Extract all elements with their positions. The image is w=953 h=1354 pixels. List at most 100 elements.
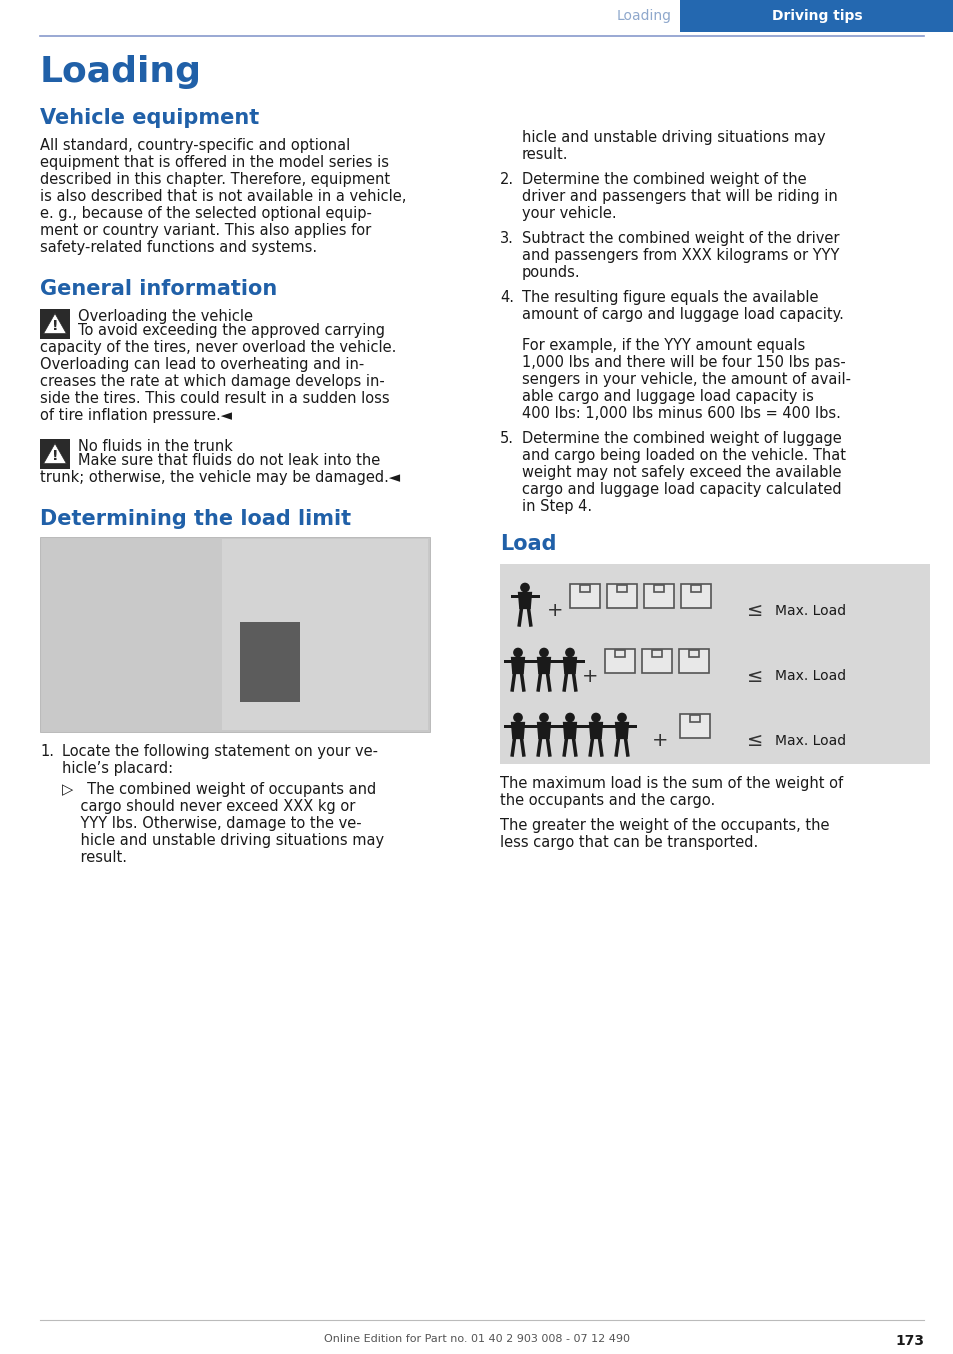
Text: All standard, country-specific and optional: All standard, country-specific and optio… bbox=[40, 138, 350, 153]
Text: +: + bbox=[546, 601, 562, 620]
Text: driver and passengers that will be riding in: driver and passengers that will be ridin… bbox=[521, 190, 837, 204]
Text: !: ! bbox=[51, 450, 58, 463]
Text: ▷   The combined weight of occupants and: ▷ The combined weight of occupants and bbox=[62, 783, 375, 798]
Text: the occupants and the cargo.: the occupants and the cargo. bbox=[499, 793, 715, 808]
Circle shape bbox=[618, 714, 625, 722]
Circle shape bbox=[539, 714, 548, 722]
Text: Vehicle equipment: Vehicle equipment bbox=[40, 108, 259, 129]
Polygon shape bbox=[562, 657, 577, 674]
Text: +: + bbox=[651, 731, 667, 750]
Text: Max. Load: Max. Load bbox=[774, 604, 845, 617]
Text: result.: result. bbox=[62, 850, 127, 865]
Bar bbox=[614, 650, 624, 657]
Text: 4.: 4. bbox=[499, 290, 514, 305]
Polygon shape bbox=[44, 314, 67, 333]
Bar bbox=[679, 714, 709, 738]
Circle shape bbox=[514, 714, 521, 722]
Text: ≤: ≤ bbox=[746, 666, 762, 685]
Circle shape bbox=[520, 584, 529, 592]
Text: of tire inflation pressure.◄: of tire inflation pressure.◄ bbox=[40, 408, 232, 422]
Polygon shape bbox=[562, 722, 577, 739]
Text: Loading: Loading bbox=[40, 56, 202, 89]
Text: To avoid exceeding the approved carrying: To avoid exceeding the approved carrying bbox=[78, 324, 385, 338]
Text: 1,000 lbs and there will be four 150 lbs pas-: 1,000 lbs and there will be four 150 lbs… bbox=[521, 355, 845, 370]
Bar bbox=[42, 539, 428, 730]
Bar bbox=[604, 649, 635, 673]
Text: creases the rate at which damage develops in-: creases the rate at which damage develop… bbox=[40, 374, 384, 389]
Text: Subtract the combined weight of the driver: Subtract the combined weight of the driv… bbox=[521, 232, 839, 246]
Text: Max. Load: Max. Load bbox=[774, 669, 845, 682]
Text: ment or country variant. This also applies for: ment or country variant. This also appli… bbox=[40, 223, 371, 238]
Bar bbox=[679, 649, 708, 673]
Polygon shape bbox=[510, 722, 525, 739]
Text: 173: 173 bbox=[894, 1334, 923, 1349]
Text: Max. Load: Max. Load bbox=[774, 734, 845, 747]
Circle shape bbox=[591, 714, 599, 722]
Bar bbox=[606, 584, 637, 608]
Text: described in this chapter. Therefore, equipment: described in this chapter. Therefore, eq… bbox=[40, 172, 390, 187]
Text: cargo should never exceed XXX kg or: cargo should never exceed XXX kg or bbox=[62, 799, 355, 814]
Text: less cargo that can be transported.: less cargo that can be transported. bbox=[499, 835, 758, 850]
Text: hicle and unstable driving situations may: hicle and unstable driving situations ma… bbox=[521, 130, 824, 145]
Text: Determining the load limit: Determining the load limit bbox=[40, 509, 351, 529]
Polygon shape bbox=[537, 722, 551, 739]
Text: in Step 4.: in Step 4. bbox=[521, 500, 592, 515]
Text: hicle and unstable driving situations may: hicle and unstable driving situations ma… bbox=[62, 833, 384, 848]
Text: !: ! bbox=[51, 320, 58, 333]
Text: your vehicle.: your vehicle. bbox=[521, 206, 616, 221]
Text: 5.: 5. bbox=[499, 431, 514, 445]
Text: safety-related functions and systems.: safety-related functions and systems. bbox=[40, 240, 316, 255]
Text: capacity of the tires, never overload the vehicle.: capacity of the tires, never overload th… bbox=[40, 340, 395, 355]
Text: The greater the weight of the occupants, the: The greater the weight of the occupants,… bbox=[499, 818, 828, 833]
Text: General information: General information bbox=[40, 279, 277, 299]
Text: sengers in your vehicle, the amount of avail-: sengers in your vehicle, the amount of a… bbox=[521, 372, 850, 387]
Text: Make sure that fluids do not leak into the: Make sure that fluids do not leak into t… bbox=[78, 454, 380, 468]
Text: Overloading the vehicle: Overloading the vehicle bbox=[78, 309, 253, 324]
Text: and cargo being loaded on the vehicle. That: and cargo being loaded on the vehicle. T… bbox=[521, 448, 845, 463]
Circle shape bbox=[539, 649, 548, 657]
Text: ≤: ≤ bbox=[746, 601, 762, 620]
Text: 1.: 1. bbox=[40, 743, 54, 760]
Text: The resulting figure equals the available: The resulting figure equals the availabl… bbox=[521, 290, 818, 305]
Bar bbox=[40, 439, 70, 468]
Bar bbox=[679, 0, 953, 32]
Text: side the tires. This could result in a sudden loss: side the tires. This could result in a s… bbox=[40, 391, 389, 406]
Bar bbox=[42, 539, 222, 730]
Bar bbox=[240, 621, 299, 701]
Polygon shape bbox=[537, 657, 551, 674]
Polygon shape bbox=[517, 592, 532, 609]
Bar bbox=[651, 650, 661, 657]
Polygon shape bbox=[510, 657, 525, 674]
Text: 3.: 3. bbox=[499, 232, 514, 246]
Text: equipment that is offered in the model series is: equipment that is offered in the model s… bbox=[40, 154, 389, 171]
Bar bbox=[653, 585, 663, 592]
Polygon shape bbox=[588, 722, 602, 739]
Bar bbox=[40, 538, 430, 733]
Text: is also described that is not available in a vehicle,: is also described that is not available … bbox=[40, 190, 406, 204]
Bar bbox=[569, 584, 599, 608]
Bar bbox=[643, 584, 673, 608]
Text: ≤: ≤ bbox=[746, 731, 762, 750]
Bar bbox=[690, 585, 700, 592]
Text: 2.: 2. bbox=[499, 172, 514, 187]
Bar bbox=[680, 584, 710, 608]
Text: able cargo and luggage load capacity is: able cargo and luggage load capacity is bbox=[521, 389, 813, 403]
Bar bbox=[499, 565, 929, 764]
Text: Locate the following statement on your ve-: Locate the following statement on your v… bbox=[62, 743, 377, 760]
Text: hicle’s placard:: hicle’s placard: bbox=[62, 761, 172, 776]
Text: Driving tips: Driving tips bbox=[771, 9, 862, 23]
Text: +: + bbox=[581, 666, 598, 685]
Polygon shape bbox=[44, 444, 67, 463]
Text: Determine the combined weight of luggage: Determine the combined weight of luggage bbox=[521, 431, 841, 445]
Text: and passengers from XXX kilograms or YYY: and passengers from XXX kilograms or YYY bbox=[521, 248, 839, 263]
Bar bbox=[641, 649, 671, 673]
Circle shape bbox=[565, 649, 574, 657]
Circle shape bbox=[514, 649, 521, 657]
Bar bbox=[579, 585, 590, 592]
Text: Load: Load bbox=[499, 533, 556, 554]
Text: e. g., because of the selected optional equip-: e. g., because of the selected optional … bbox=[40, 206, 372, 221]
Text: pounds.: pounds. bbox=[521, 265, 580, 280]
Text: amount of cargo and luggage load capacity.: amount of cargo and luggage load capacit… bbox=[521, 307, 843, 322]
Circle shape bbox=[565, 714, 574, 722]
Text: cargo and luggage load capacity calculated: cargo and luggage load capacity calculat… bbox=[521, 482, 841, 497]
